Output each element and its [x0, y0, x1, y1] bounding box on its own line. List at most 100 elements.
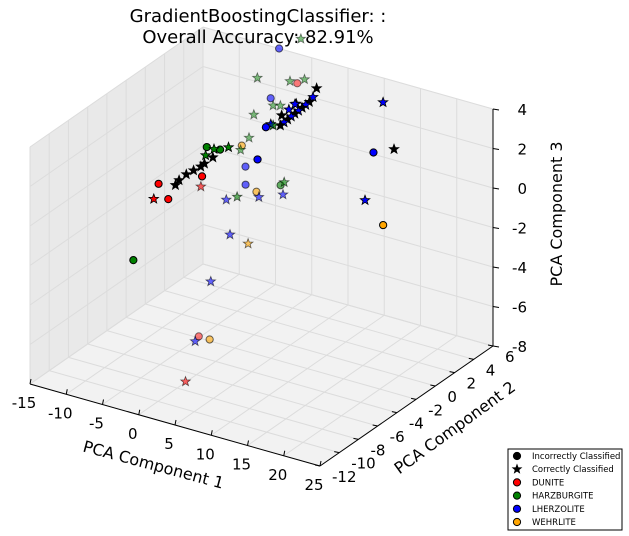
z-tick	[492, 266, 500, 269]
y-tick-label: -2	[428, 401, 443, 419]
data-point-star	[277, 188, 289, 200]
grid-z-back	[202, 263, 494, 347]
grid-x-floor	[138, 294, 313, 416]
data-points	[129, 32, 400, 387]
y-tick-label: -6	[390, 428, 405, 446]
grid-y-floor	[68, 356, 359, 440]
data-point-circle	[241, 162, 250, 171]
grid-z-left	[29, 263, 204, 385]
x-tick	[319, 460, 322, 467]
data-point-star	[278, 176, 290, 188]
data-point-star	[147, 192, 160, 204]
x-tick-label: 20	[268, 466, 287, 484]
y-tick-label: 0	[447, 388, 457, 406]
grid-x-floor	[247, 325, 421, 446]
data-point-star	[220, 193, 233, 205]
z-tick-label: -8	[512, 338, 527, 356]
data-point-star	[234, 143, 247, 155]
grid-x-floor	[283, 335, 458, 457]
y-tick	[372, 424, 378, 427]
grid-z-back	[202, 105, 494, 189]
data-point-star	[243, 131, 255, 143]
y-tick	[314, 464, 321, 467]
y-tick-label: 6	[505, 348, 515, 366]
x-tick-label: 5	[164, 435, 174, 453]
data-point-star	[307, 90, 319, 103]
z-tick	[492, 148, 500, 150]
y-tick	[334, 451, 340, 454]
z-tick-label: 4	[517, 101, 527, 119]
data-point-circle	[202, 142, 211, 152]
legend-marker	[512, 451, 522, 461]
grid-z-back	[202, 66, 494, 149]
grid-y-floor	[164, 290, 455, 374]
z-tick-label: 0	[517, 180, 527, 198]
data-point-star	[224, 228, 236, 240]
grid-z-left	[29, 224, 204, 345]
data-point-star	[180, 168, 193, 180]
x-tick	[174, 419, 177, 426]
data-point-circle	[253, 155, 262, 164]
legend-marker	[512, 478, 522, 487]
legend-label: HARZBURGITE	[532, 492, 594, 502]
legend-label: Incorrectly Classified	[532, 452, 620, 462]
z-tick-label: 2	[517, 141, 527, 159]
data-point-circle	[275, 44, 284, 53]
data-point-star	[222, 141, 235, 153]
x-tick-label: -15	[12, 394, 37, 412]
grid-y-floor	[183, 276, 474, 360]
data-point-star	[204, 275, 217, 287]
chart-title-line1: GradientBoostingClassifier: :	[130, 6, 387, 27]
y-tick-label: -4	[409, 415, 424, 433]
x-tick	[138, 409, 141, 415]
x-tick-label: -10	[48, 404, 73, 422]
data-point-circle	[129, 256, 138, 265]
grid-y-floor	[106, 330, 398, 414]
chart-title-line2: Overall Accuracy: 82.91%	[142, 27, 373, 48]
data-point-star	[242, 237, 255, 249]
z-axis-label: PCA Component 3	[547, 141, 566, 286]
data-point-circle	[261, 123, 270, 132]
grid-y-floor	[49, 370, 340, 454]
data-point-star	[377, 96, 389, 108]
z-tick	[492, 108, 500, 111]
y-tick-label: -10	[351, 455, 376, 473]
grid-z-back	[202, 26, 494, 110]
data-point-star	[359, 194, 371, 206]
x-tick-label: 25	[304, 476, 323, 494]
data-point-star	[195, 160, 207, 172]
data-point-star	[248, 108, 260, 120]
data-point-star	[169, 178, 182, 191]
x-tick-label: 15	[232, 456, 251, 474]
grid-y-floor	[125, 316, 417, 400]
x-tick-label: 0	[128, 425, 138, 443]
data-point-star	[189, 335, 201, 347]
data-point-star	[284, 75, 296, 87]
grid-y-floor	[87, 343, 378, 427]
data-point-circle	[241, 180, 250, 189]
y-tick	[449, 371, 455, 374]
data-point-star	[251, 71, 264, 83]
y-axis-line	[319, 345, 494, 467]
legend-marker	[511, 463, 523, 474]
data-point-star	[298, 73, 311, 85]
data-point-star	[310, 82, 323, 94]
grid-y-floor	[145, 303, 436, 387]
legend-label: DUNITE	[532, 478, 564, 488]
y-tick-label: -8	[370, 441, 385, 459]
data-point-star	[199, 149, 212, 161]
grid-z-back	[202, 224, 494, 307]
grid-z-back	[202, 145, 494, 228]
legend-label: Correctly Classified	[532, 465, 614, 475]
y-tick	[430, 384, 436, 387]
legend-box	[507, 448, 623, 531]
y-tick-label: 4	[486, 361, 496, 379]
z-tick	[492, 227, 500, 229]
data-point-star	[289, 97, 301, 110]
x-tick-label: -5	[89, 415, 104, 433]
data-point-star	[208, 142, 220, 155]
z-tick-label: -2	[512, 220, 527, 238]
data-point-star	[173, 174, 185, 186]
